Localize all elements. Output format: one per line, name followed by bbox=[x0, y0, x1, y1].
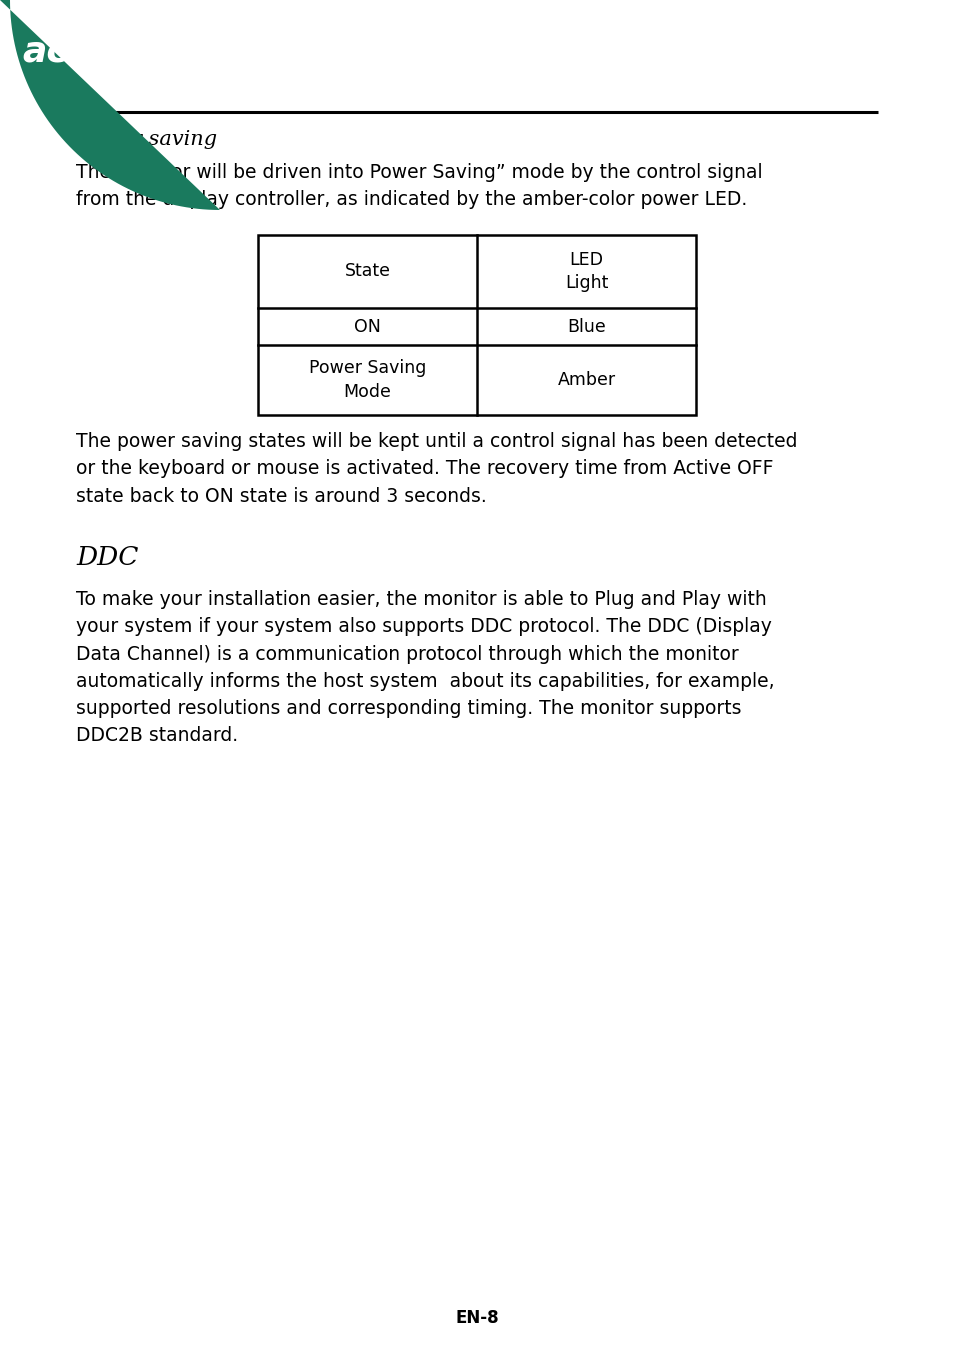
Text: acer: acer bbox=[22, 35, 110, 69]
Text: State: State bbox=[344, 263, 390, 280]
Text: EN-8: EN-8 bbox=[455, 1309, 498, 1327]
Text: The power saving states will be kept until a control signal has been detected
or: The power saving states will be kept unt… bbox=[76, 432, 797, 505]
Text: ON: ON bbox=[354, 317, 380, 336]
Bar bbox=[257, 234, 696, 415]
Text: Power Saving
Mode: Power Saving Mode bbox=[309, 359, 426, 401]
Text: Amber: Amber bbox=[557, 371, 615, 389]
Text: Blue: Blue bbox=[566, 317, 605, 336]
Text: DDC: DDC bbox=[76, 545, 138, 570]
Text: LED
Light: LED Light bbox=[564, 251, 608, 293]
Text: Power saving: Power saving bbox=[76, 130, 217, 149]
Polygon shape bbox=[0, 0, 220, 210]
Text: To make your installation easier, the monitor is able to Plug and Play with
your: To make your installation easier, the mo… bbox=[76, 589, 774, 745]
Text: The monitor will be driven into Power Saving” mode by the control signal
from th: The monitor will be driven into Power Sa… bbox=[76, 163, 761, 209]
